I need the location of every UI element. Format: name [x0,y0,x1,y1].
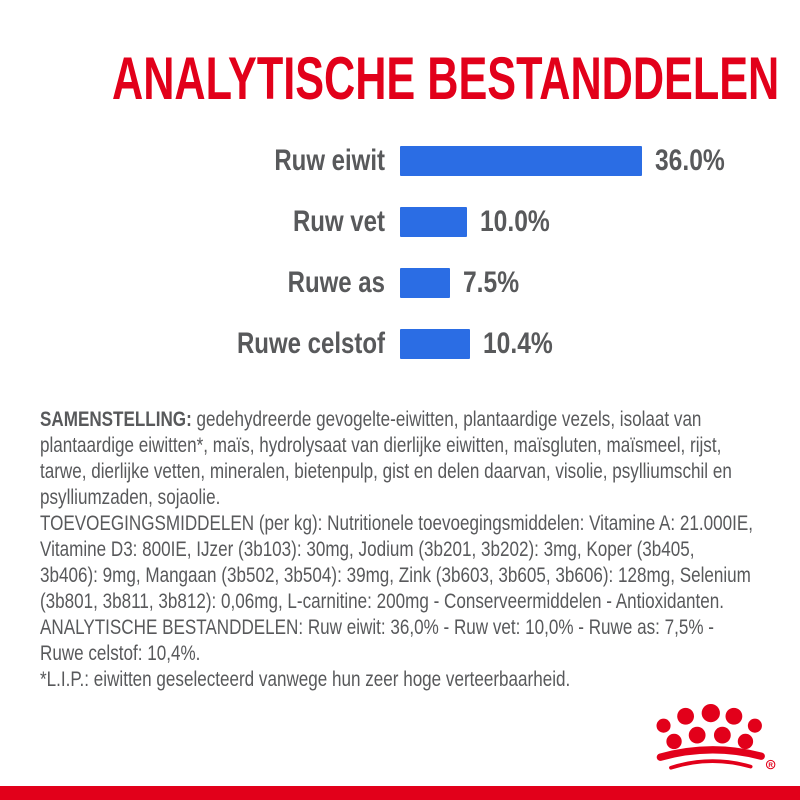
page-title: ANALYTISCHE BESTANDDELEN [112,45,780,112]
chart-row: Ruw vet 10.0% [0,207,800,237]
composition-text: SAMENSTELLING: gedehydreerde gevogelte-e… [40,407,757,693]
value-label: 10.0% [480,205,550,238]
bar [400,146,642,176]
crown-shape [656,703,762,750]
category-label: Ruw eiwit [274,144,385,177]
chart-row: Ruwe as 7.5% [0,268,800,298]
value-label: 36.0% [654,144,725,177]
category-label: Ruwe as [287,266,385,299]
registered-letter: R [768,762,773,769]
registered-trademark-icon: R [765,759,776,770]
value-label: 10.4% [482,327,553,360]
bar [400,207,468,237]
category-label: Ruw vet [292,205,385,238]
chart-row: Ruw eiwit 36.0% [0,146,800,176]
bar [400,329,470,359]
paragraph: *L.I.P.: eiwitten geselecteerd vanwege h… [40,668,571,691]
value-label: 7.5% [463,266,520,299]
bar [400,268,451,298]
category-label: Ruwe celstof [236,327,385,360]
royal-canin-crown-logo: R [656,703,776,770]
bar-chart: Ruw eiwit 36.0% Ruw vet 10.0% Ruwe as 7.5% Ruw… [0,146,800,390]
paragraph: ANALYTISCHE BESTANDDELEN: Ruw eiwit: 36,… [40,616,714,665]
chart-row: Ruwe celstof 10.4% [0,329,800,359]
crown-base-arcs [656,746,765,770]
footer-accent-bar [0,786,800,800]
paragraph: TOEVOEGINGSMIDDELEN (per kg): Nutritione… [40,512,753,613]
paragraph-lead: SAMENSTELLING: [40,408,197,431]
paragraph: SAMENSTELLING: gedehydreerde gevogelte-e… [40,408,732,509]
